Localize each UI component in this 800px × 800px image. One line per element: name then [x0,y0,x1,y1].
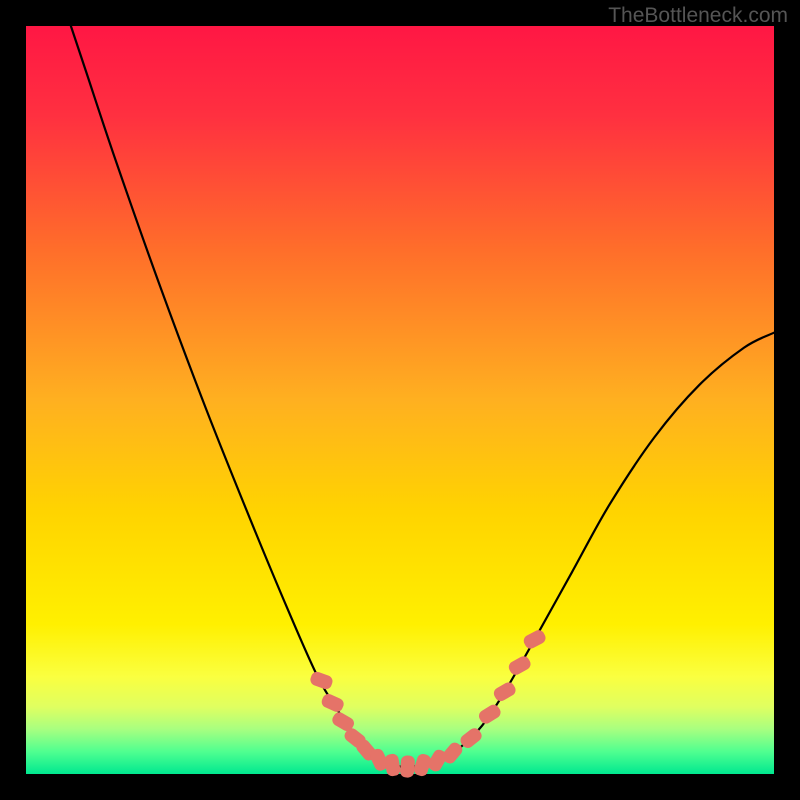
watermark-label: TheBottleneck.com [608,4,788,28]
bottleneck-chart [0,0,800,800]
chart-frame: TheBottleneck.com [0,0,800,800]
curve-marker [400,755,416,778]
chart-background-gradient [26,26,774,774]
